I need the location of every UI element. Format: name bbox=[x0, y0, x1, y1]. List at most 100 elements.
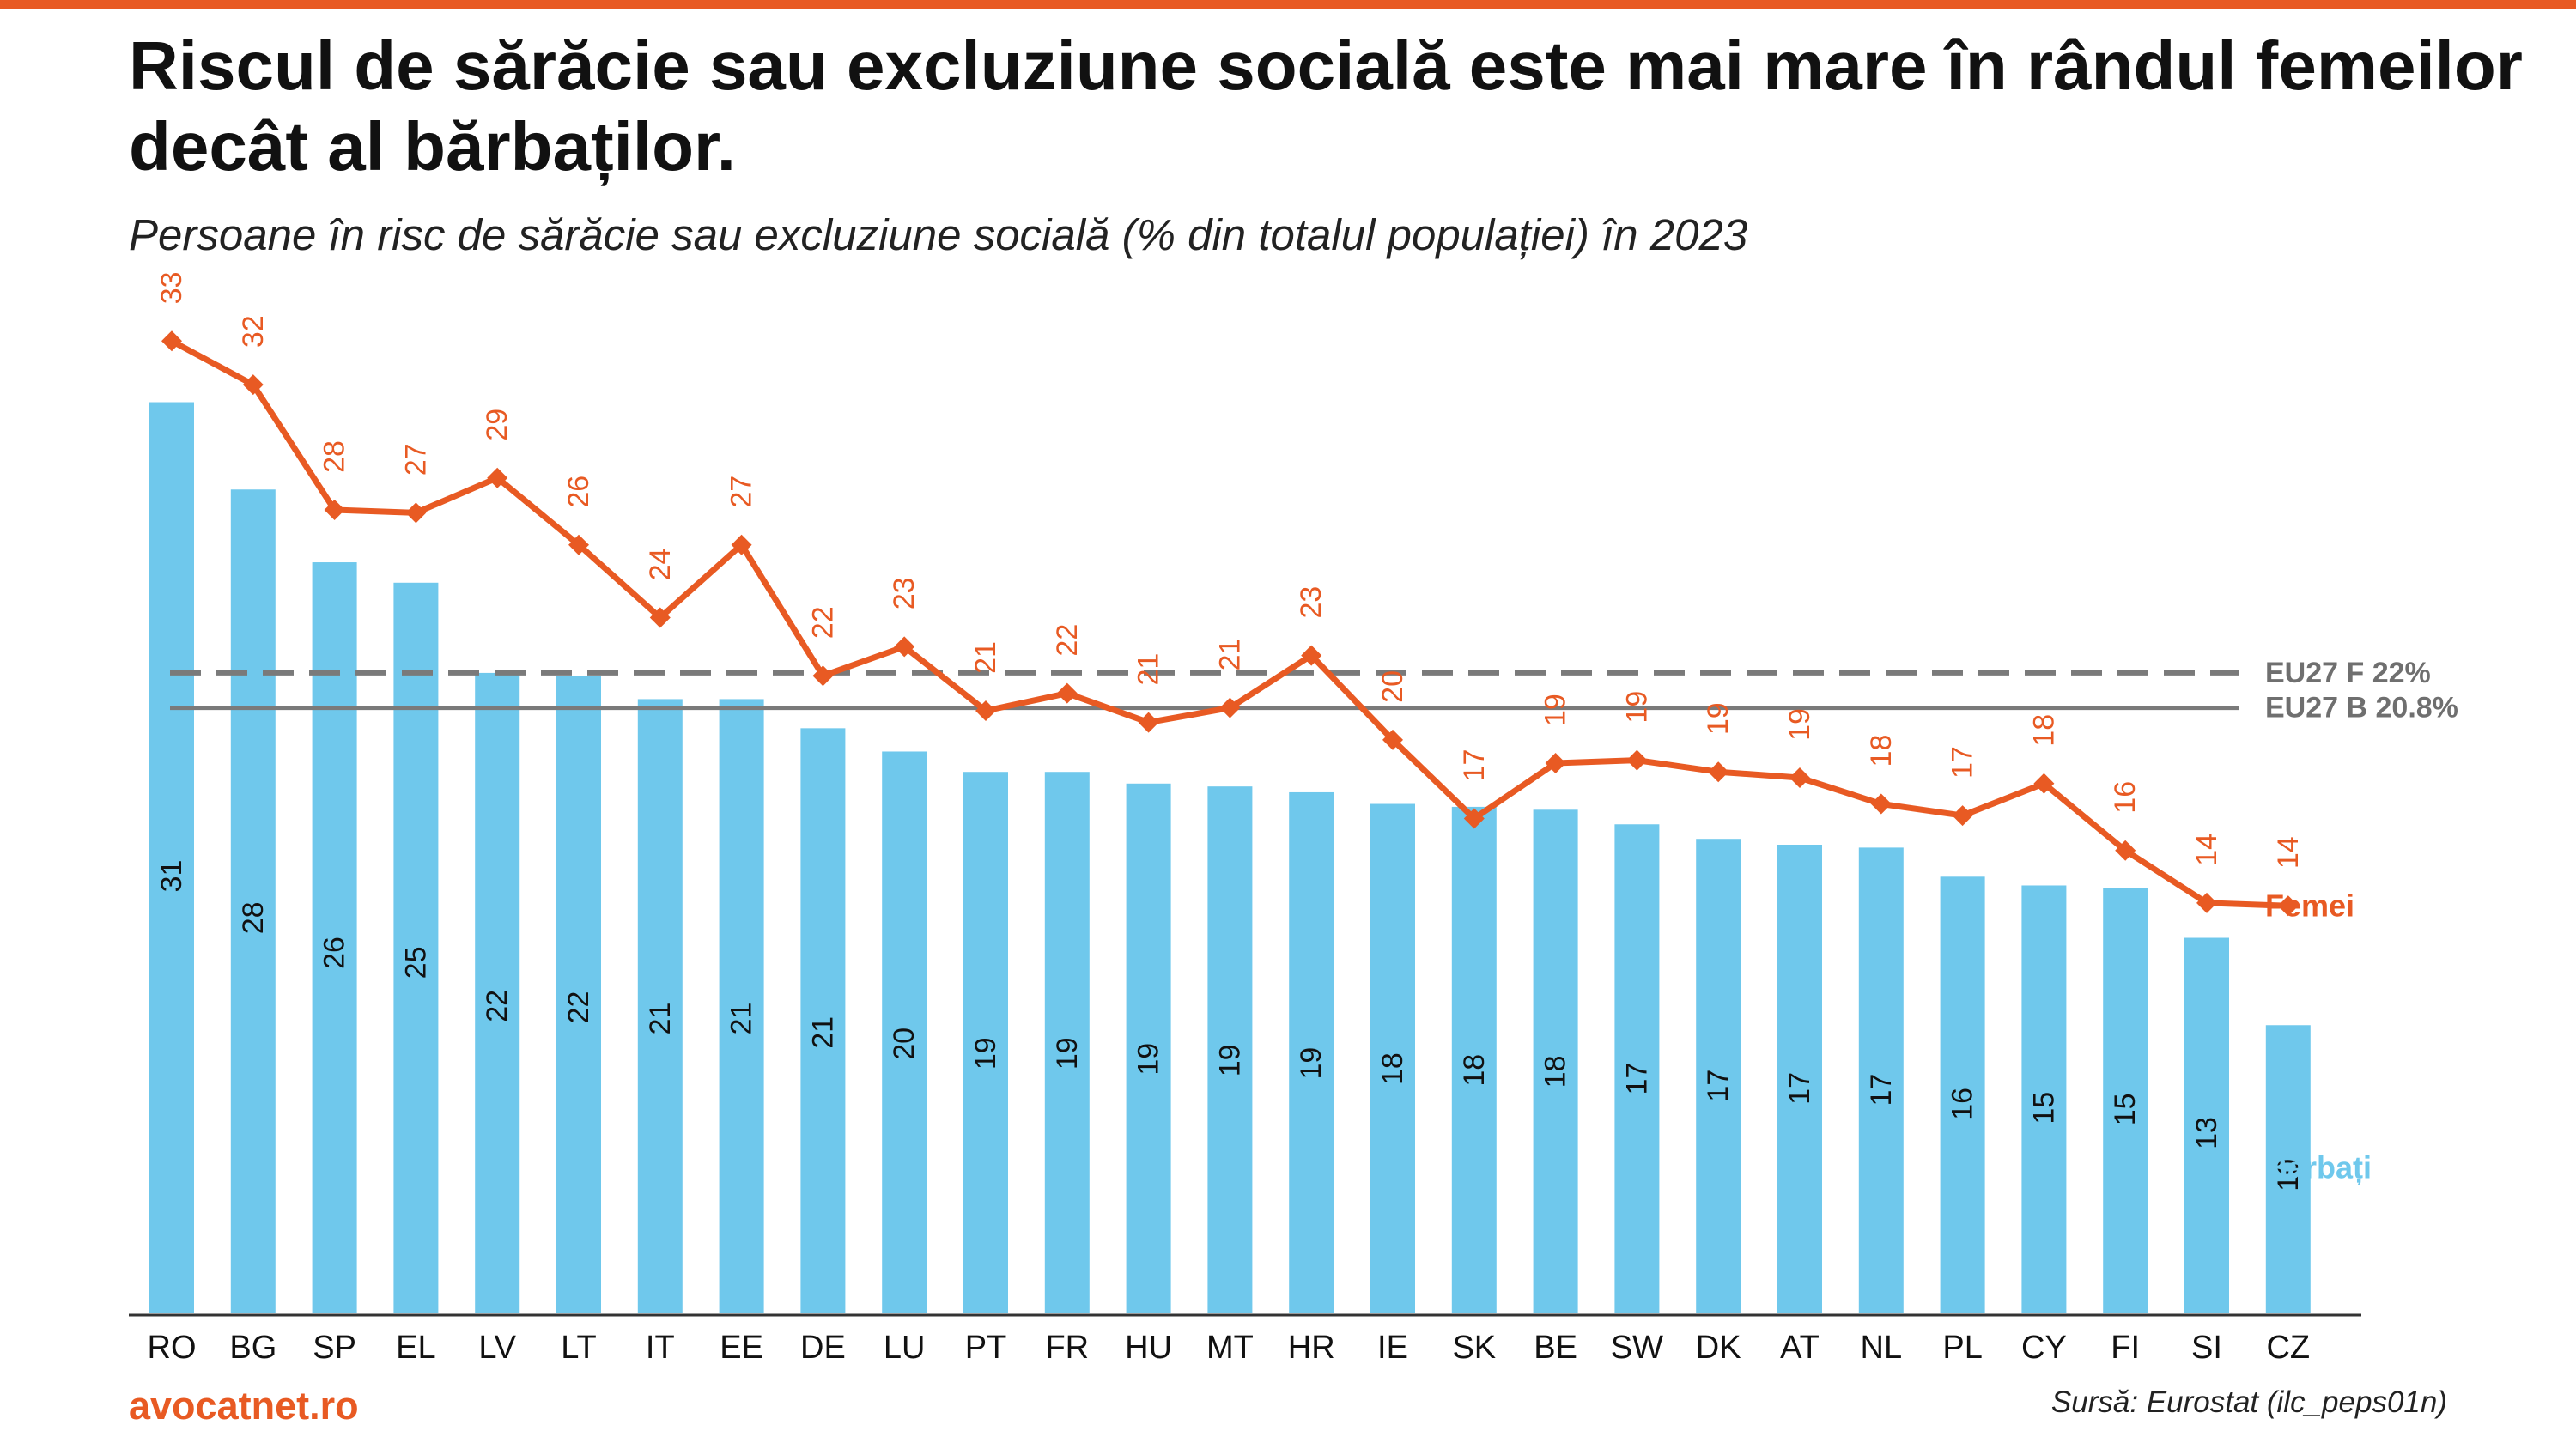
women-value-label: 14 bbox=[2272, 836, 2305, 869]
bar-value-label: 22 bbox=[481, 990, 513, 1022]
x-tick-label-hr: HR bbox=[1288, 1330, 1335, 1366]
bar-cy bbox=[2021, 885, 2067, 1313]
bar-value-label: 21 bbox=[806, 1016, 839, 1049]
women-value-label: 17 bbox=[1458, 749, 1491, 782]
x-tick-label-sp: SP bbox=[313, 1330, 356, 1366]
women-value-label: 19 bbox=[1540, 694, 1572, 726]
x-tick-label-it: IT bbox=[646, 1330, 675, 1366]
women-point-cz bbox=[2277, 895, 2299, 917]
reference-line-label: EU27 B 20.8% bbox=[2265, 692, 2458, 724]
x-tick-label-lv: LV bbox=[478, 1330, 516, 1366]
x-tick-label-sk: SK bbox=[1452, 1330, 1496, 1366]
source-note: Sursă: Eurostat (ilc_peps01n) bbox=[2050, 1385, 2447, 1419]
women-value-label: 19 bbox=[1702, 702, 1735, 735]
women-point-ee bbox=[731, 534, 752, 555]
bar-value-label: 10 bbox=[2272, 1159, 2305, 1191]
women-point-si bbox=[2196, 892, 2217, 913]
legend-men-label: Bărbați bbox=[2265, 1150, 2372, 1186]
bar-si bbox=[2184, 937, 2229, 1313]
bar-bg bbox=[230, 489, 276, 1313]
bar-lv bbox=[475, 672, 520, 1313]
bar-value-label: 31 bbox=[155, 860, 188, 893]
bar-de bbox=[800, 728, 846, 1313]
women-point-mt bbox=[1219, 697, 1241, 718]
bar-lu bbox=[882, 751, 927, 1313]
bar-value-label: 19 bbox=[1133, 1043, 1165, 1076]
bar-sk bbox=[1451, 806, 1497, 1313]
bar-it bbox=[637, 699, 683, 1313]
axis-layer: RO BG SP EL LV LT IT EE DE LU PT FR HU MT HR IE SK BE SW DK… bbox=[129, 1313, 2361, 1366]
women-value-label: 27 bbox=[399, 443, 432, 476]
bar-fr bbox=[1044, 772, 1090, 1313]
women-value-label: 21 bbox=[1133, 653, 1165, 686]
bar-value-label: 13 bbox=[2190, 1117, 2223, 1149]
women-value-label: 28 bbox=[319, 440, 351, 473]
x-tick-label-mt: MT bbox=[1206, 1330, 1254, 1366]
women-point-lu bbox=[894, 636, 915, 658]
x-tick-label-dk: DK bbox=[1696, 1330, 1741, 1366]
bar-ee bbox=[719, 699, 764, 1313]
bar-sp bbox=[312, 562, 357, 1313]
bar-value-label: 19 bbox=[1213, 1044, 1246, 1076]
x-tick-label-pt: PT bbox=[965, 1330, 1007, 1366]
bar-value-label: 19 bbox=[1295, 1047, 1327, 1080]
x-tick-label-cz: CZ bbox=[2266, 1330, 2310, 1366]
bar-value-label: 17 bbox=[1620, 1063, 1653, 1095]
women-point-hr bbox=[1301, 645, 1322, 666]
bar-value-label: 22 bbox=[562, 991, 595, 1024]
women-point-pt bbox=[975, 700, 996, 721]
x-tick-label-sw: SW bbox=[1611, 1330, 1663, 1366]
women-point-bg bbox=[242, 374, 264, 396]
women-point-nl bbox=[1870, 793, 1892, 815]
bar-value-label: 28 bbox=[237, 901, 270, 934]
bar-sw bbox=[1614, 824, 1660, 1313]
women-point-el bbox=[405, 502, 427, 524]
bar-value-label: 19 bbox=[1051, 1037, 1084, 1070]
women-point-ie bbox=[1382, 729, 1403, 750]
bar-value-label: 17 bbox=[1783, 1072, 1816, 1105]
women-value-label: 21 bbox=[1213, 639, 1246, 671]
bar-value-label: 15 bbox=[2109, 1093, 2142, 1125]
bar-value-label: 18 bbox=[1540, 1055, 1572, 1088]
women-value-label: 23 bbox=[888, 577, 920, 609]
chart-title: Riscul de sărăcie sau excluziune socială… bbox=[129, 27, 2523, 185]
bar-value-label: 26 bbox=[319, 937, 351, 969]
women-value-label: 18 bbox=[1865, 735, 1898, 767]
reference-line-label: EU27 F 22% bbox=[2265, 657, 2431, 689]
x-tick-label-be: BE bbox=[1534, 1330, 1577, 1366]
x-tick-label-pl: PL bbox=[1942, 1330, 1982, 1366]
x-tick-label-nl: NL bbox=[1861, 1330, 1903, 1366]
legend-women-label: Femei bbox=[2265, 888, 2354, 924]
women-value-label: 32 bbox=[237, 315, 270, 348]
bar-at bbox=[1777, 845, 1822, 1313]
women-value-label: 22 bbox=[1051, 624, 1084, 657]
women-point-sk bbox=[1463, 808, 1485, 829]
bar-value-label: 18 bbox=[1458, 1054, 1491, 1087]
women-value-label: 27 bbox=[726, 476, 758, 508]
chart-subtitle: Persoane în risc de sărăcie sau excluziu… bbox=[129, 210, 1748, 259]
bar-ro bbox=[149, 402, 194, 1313]
x-tick-label-lu: LU bbox=[884, 1330, 926, 1366]
bar-nl bbox=[1858, 847, 1904, 1313]
x-tick-label-lt: LT bbox=[561, 1330, 597, 1366]
bar-el bbox=[393, 582, 439, 1313]
brand-logo-text[interactable]: avocatnet.ro bbox=[129, 1384, 359, 1428]
women-value-label: 18 bbox=[2027, 714, 2060, 747]
women-point-ro bbox=[161, 330, 182, 352]
legend-layer: Femei Bărbați bbox=[2265, 888, 2372, 1186]
x-tick-label-at: AT bbox=[1780, 1330, 1820, 1366]
x-tick-label-ro: RO bbox=[148, 1330, 197, 1366]
x-tick-label-si: SI bbox=[2191, 1330, 2222, 1366]
women-point-sw bbox=[1626, 749, 1648, 771]
reference-lines-layer: EU27 F 22%EU27 B 20.8% bbox=[170, 657, 2458, 724]
bar-dk bbox=[1696, 839, 1741, 1313]
women-point-be bbox=[1545, 753, 1566, 774]
women-value-label: 20 bbox=[1376, 670, 1409, 703]
women-value-label: 23 bbox=[1295, 586, 1327, 619]
bar-value-label: 18 bbox=[1376, 1052, 1409, 1085]
line-layer: 33 32 28 27 29 26 24 27 22 23 21 22 21 21 23 20 17 19 19 19… bbox=[155, 271, 2305, 917]
women-point-de bbox=[812, 665, 834, 687]
bar-cz bbox=[2265, 1025, 2311, 1313]
women-value-label: 14 bbox=[2190, 834, 2223, 866]
women-point-lv bbox=[487, 467, 508, 488]
